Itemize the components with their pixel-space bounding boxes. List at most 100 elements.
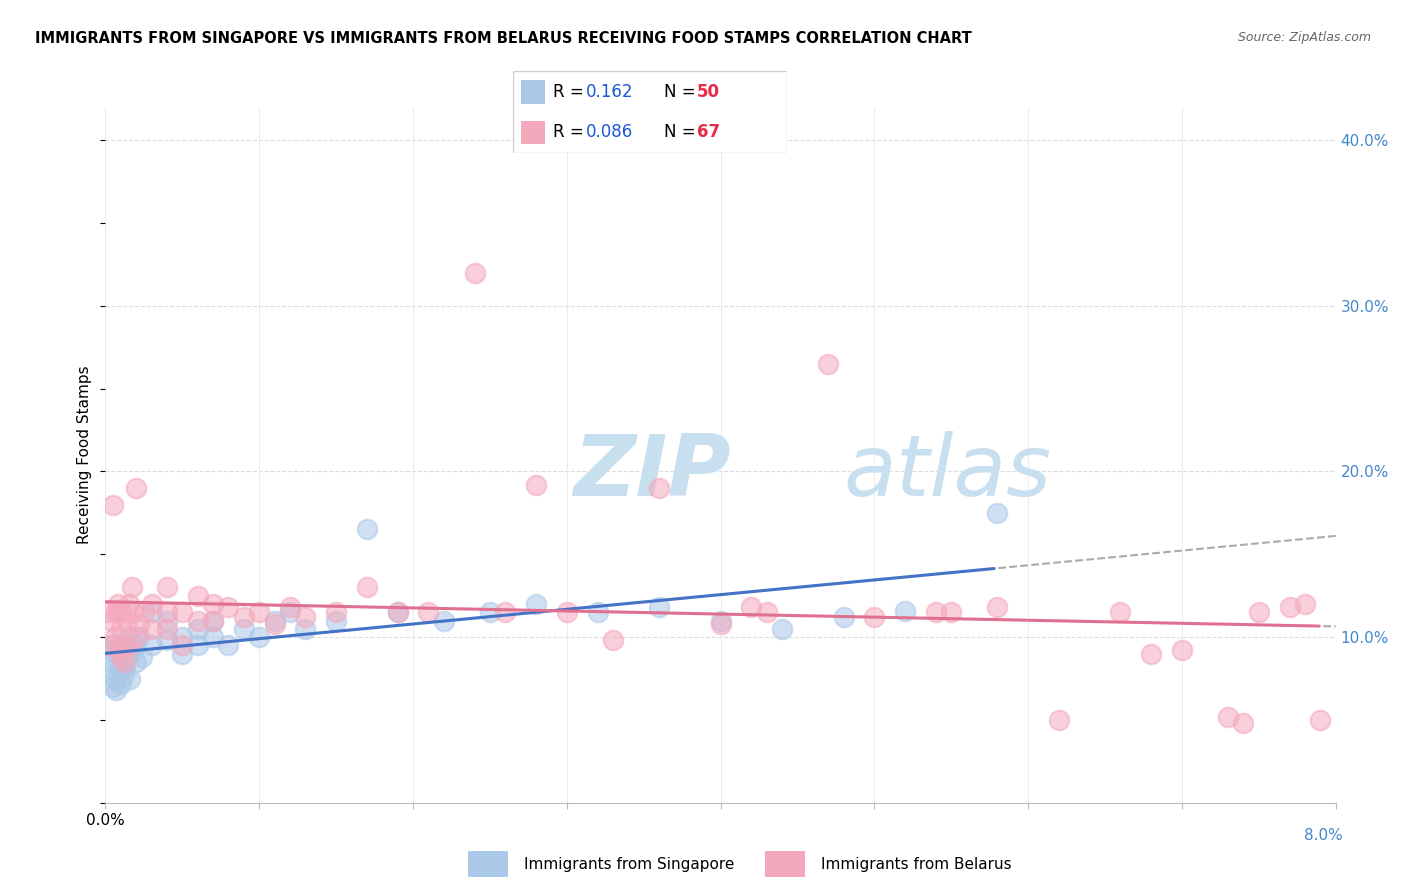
Point [172,605,194,619]
Point [232,610,254,624]
Point [986,506,1008,520]
Point [710,614,733,628]
Point [110,639,132,653]
Point [294,622,316,636]
Point [356,523,378,537]
Point [128,616,150,631]
Point [1232,716,1254,731]
Point [125,630,148,644]
Point [101,498,124,512]
Point [112,666,135,681]
Point [156,605,179,619]
Text: 50: 50 [697,83,720,101]
Point [894,604,917,618]
Point [131,650,153,665]
Point [120,639,141,653]
Point [105,683,128,698]
Point [464,266,486,280]
FancyBboxPatch shape [765,851,806,878]
FancyBboxPatch shape [468,851,508,878]
Point [122,643,145,657]
Point [115,650,138,665]
Point [1109,605,1132,619]
Point [187,622,209,636]
Point [114,655,136,669]
Text: 8.0%: 8.0% [1303,828,1343,843]
Point [263,616,285,631]
Point [105,605,128,619]
Point [132,605,155,619]
Point [110,676,132,690]
Point [115,614,138,628]
Text: R =: R = [553,123,589,141]
Point [755,605,778,619]
Point [478,605,501,619]
Text: 0.086: 0.086 [586,123,633,141]
Point [817,357,839,371]
Point [524,597,547,611]
FancyBboxPatch shape [522,80,544,104]
Point [1171,643,1194,657]
Point [387,605,409,619]
Point [770,622,793,636]
Point [187,639,209,653]
Point [925,605,948,619]
Point [1216,709,1239,723]
Point [156,614,179,628]
Point [110,650,132,665]
Point [98,639,121,653]
Point [202,630,225,644]
Point [941,605,963,619]
Point [278,600,301,615]
Point [125,639,148,653]
Point [125,655,148,669]
Point [202,597,225,611]
Point [294,610,316,624]
Point [1247,605,1270,619]
Point [278,605,301,619]
Point [832,610,855,624]
Point [108,663,131,677]
Point [863,610,886,624]
Point [263,614,285,628]
Text: Immigrants from Belarus: Immigrants from Belarus [821,857,1011,871]
Point [247,630,270,644]
Point [232,622,254,636]
Point [986,600,1008,615]
Point [100,614,122,628]
Point [710,616,733,631]
Point [586,605,609,619]
Point [141,639,163,653]
Point [156,581,179,595]
FancyBboxPatch shape [522,120,544,145]
Point [524,477,547,491]
Point [387,605,409,619]
Point [114,660,136,674]
Point [100,663,122,677]
Point [494,605,516,619]
Point [325,605,347,619]
Point [202,614,225,628]
FancyBboxPatch shape [513,71,787,153]
Point [121,581,143,595]
Text: 0.162: 0.162 [586,83,633,101]
Point [141,622,163,636]
Text: Immigrants from Singapore: Immigrants from Singapore [523,857,734,871]
Point [325,614,347,628]
Point [555,605,578,619]
Point [108,643,131,657]
Point [172,630,194,644]
Point [101,639,124,653]
Point [97,655,120,669]
Point [141,605,163,619]
Point [117,597,139,611]
Point [156,633,179,648]
Point [128,630,150,644]
Text: IMMIGRANTS FROM SINGAPORE VS IMMIGRANTS FROM BELARUS RECEIVING FOOD STAMPS CORRE: IMMIGRANTS FROM SINGAPORE VS IMMIGRANTS … [35,31,972,46]
Point [202,614,225,628]
Point [107,597,129,611]
Point [172,647,194,661]
Y-axis label: Receiving Food Stamps: Receiving Food Stamps [77,366,93,544]
Point [98,643,121,657]
Point [740,600,762,615]
